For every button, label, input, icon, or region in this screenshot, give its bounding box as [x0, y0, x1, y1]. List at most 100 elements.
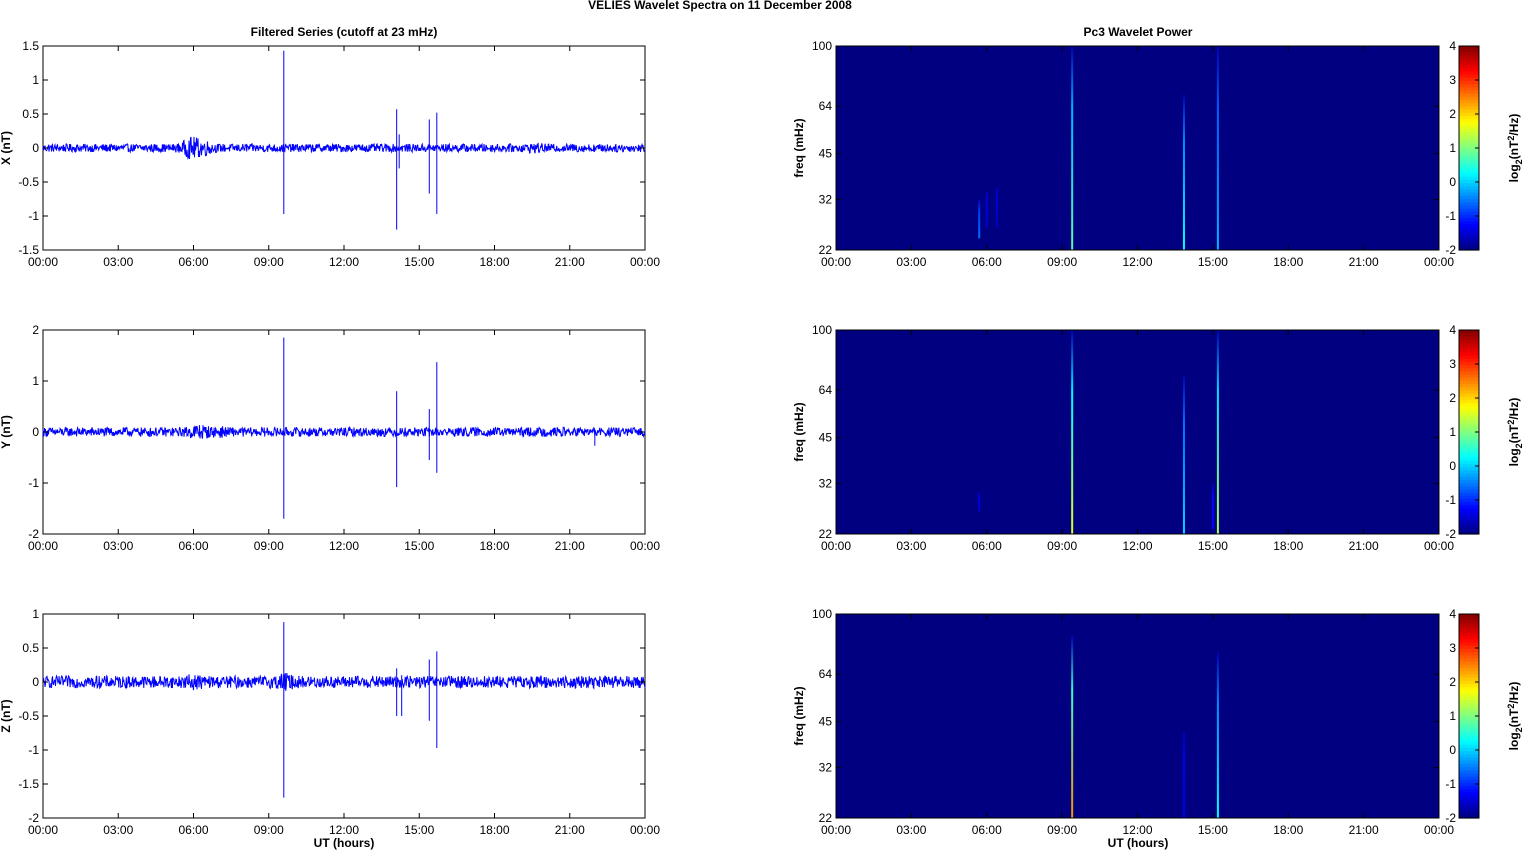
timeseries-z-ytick-label: 1: [32, 607, 39, 621]
wavelet-x-colorbar-segment: [1459, 230, 1479, 235]
wavelet-x-colorbar-segment: [1459, 195, 1479, 200]
timeseries-x-ytick-label: -1: [28, 209, 39, 223]
wavelet-y-colorbar-segment: [1459, 467, 1479, 471]
wavelet-x-colorbar-segment: [1459, 205, 1479, 210]
wavelet-z-colorbar-segment: [1459, 671, 1479, 676]
wavelet-z-colorbar-tick-label: 1: [1449, 709, 1456, 723]
wavelet-z-colorbar-segment: [1459, 792, 1479, 797]
wavelet-x-colorbar-tick-label: 0: [1449, 175, 1456, 189]
wavelet-y-colorbar-segment: [1459, 476, 1479, 481]
wavelet-z-colorbar-segment: [1459, 808, 1479, 813]
wavelet-x-colorbar-segment: [1459, 77, 1479, 82]
wavelet-x-colorbar-segment: [1459, 151, 1479, 155]
wavelet-z-colorbar-segment: [1459, 684, 1479, 688]
wavelet-z-xtick-label: 18:00: [1273, 823, 1303, 837]
wavelet-z-power-feature: [1216, 652, 1219, 818]
wavelet-z-colorbar-label-part: 2: [1506, 704, 1516, 709]
wavelet-x-colorbar-segment: [1459, 119, 1479, 124]
wavelet-z-colorbar-segment: [1459, 661, 1479, 666]
wavelet-z-ytick-label: 64: [819, 667, 833, 681]
wavelet-x-colorbar-label-part: 2: [1514, 159, 1524, 164]
wavelet-x-colorbar-segment: [1459, 144, 1479, 149]
wavelet-z-colorbar-segment: [1459, 782, 1479, 787]
wavelet-x-colorbar-segment: [1459, 135, 1479, 140]
wavelet-z-colorbar-segment: [1459, 645, 1479, 650]
wavelet-y-colorbar-label-part: 2: [1514, 443, 1524, 448]
wavelet-z-xtick-label: 06:00: [972, 823, 1002, 837]
wavelet-y-colorbar-segment: [1459, 393, 1479, 398]
wavelet-z-colorbar-segment: [1459, 706, 1479, 711]
figure-suptitle: VELIES Wavelet Spectra on 11 December 20…: [588, 0, 852, 12]
wavelet-y-colorbar-segment: [1459, 419, 1479, 424]
wavelet-z-colorbar-segment: [1459, 731, 1479, 736]
wavelet-y-colorbar-segment: [1459, 396, 1479, 401]
wavelet-z-colorbar-segment: [1459, 776, 1479, 781]
wavelet-y-colorbar-segment: [1459, 368, 1479, 373]
wavelet-y-colorbar-segment: [1459, 358, 1479, 363]
timeseries-z-xtick-label: 21:00: [555, 823, 585, 837]
timeseries-y-xtick-label: 03:00: [103, 539, 133, 553]
wavelet-y-xtick-label: 03:00: [896, 539, 926, 553]
panels-group: -1.5-1-0.500.511.500:00 03:00 06:00 09:00 12…: [0, 39, 1524, 837]
wavelet-z-colorbar-segment: [1459, 639, 1479, 644]
wavelet-y-colorbar-segment: [1459, 457, 1479, 462]
timeseries-x-xtick-label: 15:00: [404, 255, 434, 269]
wavelet-x-colorbar-segment: [1459, 109, 1479, 114]
wavelet-y-colorbar-segment: [1459, 377, 1479, 382]
wavelet-x-colorbar-segment: [1459, 218, 1479, 222]
wavelet-z-colorbar-segment: [1459, 751, 1479, 755]
timeseries-x-ylabel: X (nT): [0, 131, 13, 165]
wavelet-y-colorbar-segment: [1459, 352, 1479, 357]
wavelet-x-colorbar-tick-label: 2: [1449, 107, 1456, 121]
timeseries-x-ytick-label: 0: [32, 141, 39, 155]
wavelet-y-colorbar-label-part: /Hz): [1507, 398, 1521, 420]
timeseries-x-trace: [42, 136, 646, 160]
timeseries-y-ytick-label: -2: [28, 527, 39, 541]
wavelet-y-colorbar-segment: [1459, 527, 1479, 532]
wavelet-y-colorbar-segment: [1459, 374, 1479, 379]
timeseries-y-xtick-label: 00:00: [28, 539, 58, 553]
wavelet-z-colorbar-tick-label: 0: [1449, 743, 1456, 757]
timeseries-x-ytick-label: 1.5: [22, 39, 39, 53]
wavelet-y-colorbar-segment: [1459, 483, 1479, 487]
wavelet-y-colorbar-segment: [1459, 505, 1479, 510]
wavelet-y-xtick-label: 00:00: [1424, 539, 1454, 553]
wavelet-x-colorbar-segment: [1459, 100, 1479, 104]
wavelet-y-colorbar-segment: [1459, 511, 1479, 516]
wavelet-y-colorbar-segment: [1459, 489, 1479, 494]
wavelet-y-power-feature: [1071, 330, 1074, 534]
wavelet-y-colorbar-label-part: (nT: [1507, 424, 1521, 443]
wavelet-y-xtick-label: 12:00: [1122, 539, 1152, 553]
wavelet-z-colorbar-segment: [1459, 767, 1479, 771]
wavelet-z-colorbar-segment: [1459, 754, 1479, 759]
wavelet-y-ytick-label: 45: [819, 431, 833, 445]
timeseries-z-ytick-label: 0: [32, 675, 39, 689]
wavelet-z-colorbar-segment: [1459, 652, 1479, 657]
timeseries-z-ytick-label: -0.5: [18, 709, 39, 723]
wavelet-y-colorbar-segment: [1459, 403, 1479, 408]
wavelet-x-colorbar-segment: [1459, 160, 1479, 165]
wavelet-z-xtick-label: 00:00: [1424, 823, 1454, 837]
wavelet-z-power-feature: [1071, 635, 1074, 818]
wavelet-z-colorbar-segment: [1459, 626, 1479, 631]
wavelet-y-power-feature: [1216, 330, 1219, 534]
wavelet-x-colorbar-tick-label: -1: [1445, 209, 1456, 223]
wavelet-y-colorbar-segment: [1459, 400, 1479, 404]
wavelet-y-colorbar-segment: [1459, 422, 1479, 427]
wavelet-y-colorbar-segment: [1459, 479, 1479, 484]
wavelet-y-colorbar-segment: [1459, 387, 1479, 392]
wavelet-z-colorbar-segment: [1459, 738, 1479, 743]
wavelet-z-colorbar-segment: [1459, 636, 1479, 641]
wavelet-z-colorbar-tick-label: 4: [1449, 607, 1456, 621]
wavelet-z-colorbar-segment: [1459, 696, 1479, 701]
wavelet-x-xtick-label: 15:00: [1198, 255, 1228, 269]
wavelet-z-colorbar-segment: [1459, 735, 1479, 739]
wavelet-z-ytick-label: 45: [819, 715, 833, 729]
wavelet-y-colorbar-tick-label: -2: [1445, 527, 1456, 541]
wavelet-x-colorbar-segment: [1459, 202, 1479, 206]
wavelet-z-xtick-label: 03:00: [896, 823, 926, 837]
wavelet-z-colorbar-segment: [1459, 744, 1479, 749]
wavelet-y-colorbar-segment: [1459, 339, 1479, 344]
wavelet-z-colorbar-label-part: log: [1507, 732, 1521, 750]
